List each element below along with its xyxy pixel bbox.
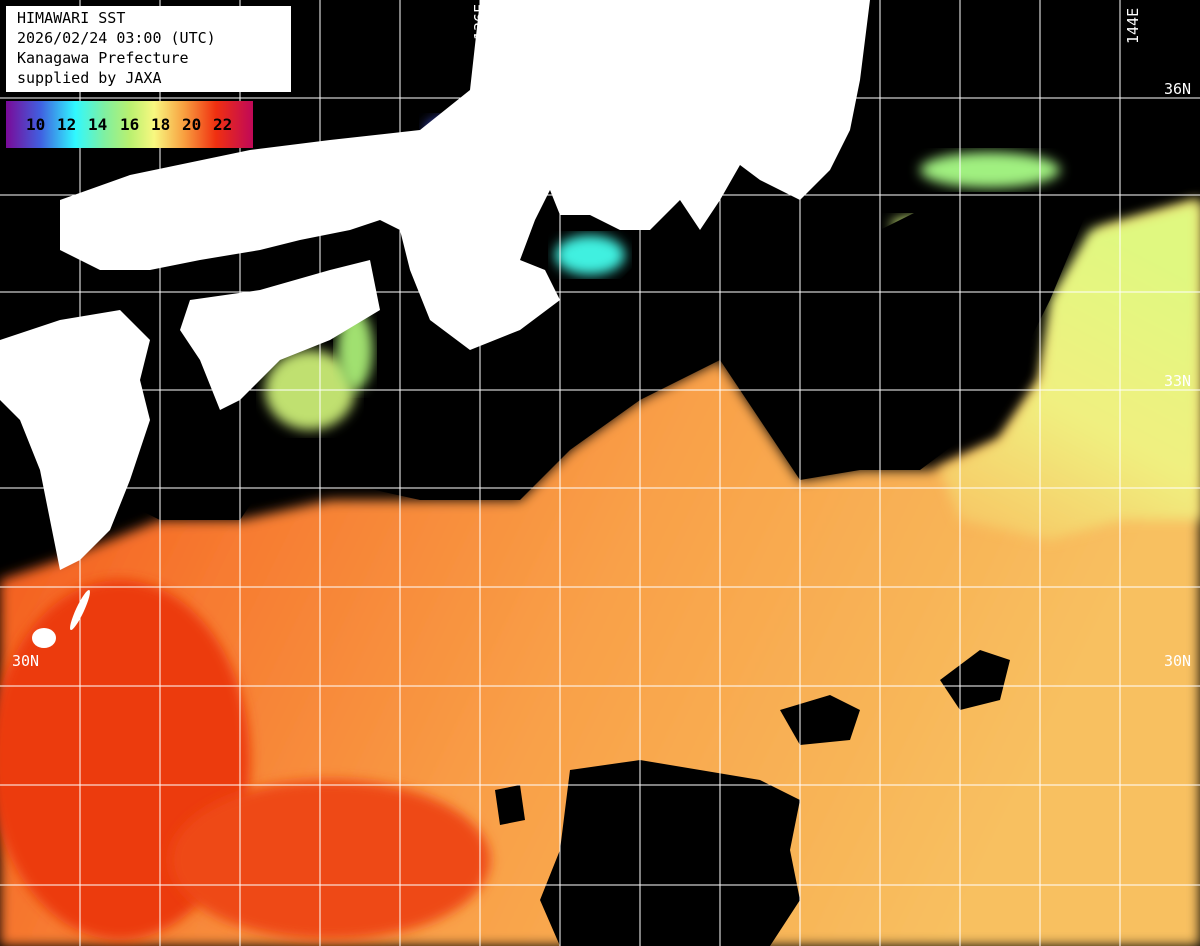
region: Kanagawa Prefecture (17, 49, 189, 67)
cloud-mask (330, 180, 1100, 500)
lat-label-33n: 33N (1164, 372, 1192, 390)
sst-warm-region (0, 200, 1200, 946)
lon-label-144e: 144E (1124, 7, 1142, 44)
cloud-mask (495, 785, 525, 825)
legend-label: 16 (120, 115, 140, 134)
color-scale-legend: 10 12 14 16 18 20 22 (6, 101, 253, 148)
title: HIMAWARI SST (17, 9, 126, 27)
title-box: HIMAWARI SST 2026/02/24 03:00 (UTC) Kana… (6, 6, 291, 92)
land-honshu (60, 0, 870, 350)
timestamp: 2026/02/24 03:00 (UTC) (17, 29, 216, 47)
land-kyushu (0, 310, 150, 570)
lat-label-36n: 36N (1164, 80, 1192, 98)
legend-label: 18 (151, 115, 171, 134)
cloud-mask (540, 760, 800, 946)
lon-label-136e: 136E (471, 3, 489, 40)
sst-warm-patch (170, 780, 490, 940)
lat-label-30n: 30N (1164, 652, 1192, 670)
legend-label: 12 (57, 115, 77, 134)
sst-cool-region (940, 200, 1200, 540)
lat-label-30n-left: 30N (12, 652, 40, 670)
legend-label: 22 (213, 115, 233, 134)
land (0, 0, 870, 648)
legend-label: 20 (182, 115, 202, 134)
land-shikoku (180, 260, 380, 410)
cloud-mask (120, 430, 280, 520)
land-yakushima (32, 628, 56, 648)
legend-label: 14 (88, 115, 108, 134)
cloud-mask (940, 650, 1010, 710)
credit: supplied by JAXA (17, 69, 162, 87)
sst-cool-patch (920, 152, 1060, 188)
legend-label: 10 (26, 115, 46, 134)
lat-label-33n-left: 33N (10, 372, 38, 390)
sst-cold-patch (555, 235, 625, 275)
